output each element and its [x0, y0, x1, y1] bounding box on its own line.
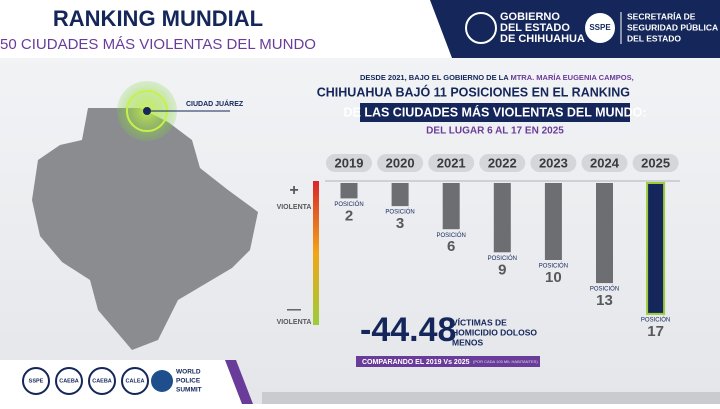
city-dot — [143, 107, 151, 115]
sspe-emblem — [585, 13, 615, 43]
bar — [544, 183, 562, 260]
secretariat: SECRETARÍA DE — [627, 11, 696, 21]
year-pill — [581, 154, 628, 172]
stat-label: MENOS — [452, 337, 484, 347]
year-pill — [377, 154, 424, 172]
year-label: 2023 — [539, 155, 568, 170]
header-panel — [0, 0, 452, 58]
position-value: 10 — [545, 269, 562, 286]
bar — [646, 182, 666, 315]
year-label: 2019 — [335, 155, 364, 170]
year-label: 2020 — [386, 155, 415, 170]
city-label: CIUDAD JUÁREZ — [186, 99, 244, 108]
badge-label: SSPE — [29, 378, 44, 384]
badge — [88, 367, 116, 395]
bar — [596, 183, 613, 284]
footer-accent — [225, 360, 253, 404]
badge-label: CAEBA — [59, 378, 79, 384]
position-prefix: POSICIÓN — [385, 209, 414, 216]
footer-band — [262, 392, 720, 404]
gov-name: DEL ESTADO — [500, 22, 570, 34]
position-value: 13 — [596, 292, 613, 309]
position-value: 17 — [647, 323, 664, 340]
gov-name: GOBIERNO — [500, 11, 560, 23]
gov-emblem — [465, 12, 497, 44]
badge-label: CAEBA — [92, 378, 112, 384]
position-prefix: POSICIÓN — [539, 263, 568, 270]
year-pill — [479, 154, 526, 172]
scale-top: VIOLENTA — [277, 204, 312, 211]
bar — [493, 183, 511, 253]
badge — [22, 367, 50, 395]
year-pill — [326, 154, 372, 172]
heat-scale — [313, 181, 319, 325]
year-label: 2024 — [590, 155, 620, 170]
stat-label: HOMICIDIO DOLOSO — [452, 327, 537, 337]
year-label: 2022 — [488, 155, 517, 170]
stat-label: VÍCTIMAS DE — [452, 317, 507, 327]
scale-bottom: VIOLENTA — [277, 319, 312, 326]
bar — [340, 183, 358, 199]
compare-box — [356, 356, 540, 367]
badge — [55, 367, 83, 395]
scale-minus: — — [287, 301, 301, 317]
gov-name: DE CHIHUAHUA — [500, 33, 585, 45]
position-value: 6 — [447, 238, 455, 255]
headline-line: DEL LUGAR 6 AL 17 EN 2025 — [426, 126, 564, 137]
headline-line: CHIHUAHUA BAJÓ 11 POSICIONES EN EL RANKI… — [317, 84, 630, 99]
summit-label: WORLD — [176, 369, 201, 376]
headline-line: DE LAS CIUDADES MÁS VIOLENTAS DEL MUNDO: — [343, 104, 646, 119]
secretariat: DEL ESTADO — [627, 33, 681, 43]
badge — [121, 367, 149, 395]
secretariat: SEGURIDAD PÚBLICA — [627, 21, 718, 32]
year-label: 2025 — [641, 155, 670, 170]
compare-text: COMPARANDO EL 2019 Vs 2025 — [362, 359, 470, 366]
subtitle: 50 CIUDADES MÁS VIOLENTAS DEL MUNDO — [0, 36, 316, 53]
headline-box — [360, 103, 630, 122]
year-label: 2021 — [437, 155, 466, 170]
year-pill — [428, 154, 475, 172]
position-prefix: POSICIÓN — [334, 201, 363, 208]
scale-plus: + — [289, 182, 298, 199]
bar — [391, 183, 409, 207]
summit-label: SUMMIT — [176, 387, 202, 394]
position-prefix: POSICIÓN — [641, 316, 670, 323]
compare-note: (POR CADA 100 MIL HABITANTES) — [473, 359, 538, 364]
summit-label: POLICE — [176, 378, 201, 385]
position-value: 2 — [345, 207, 353, 224]
year-pill — [632, 154, 679, 172]
sspe-label: SSPE — [589, 23, 611, 32]
summit-logo — [151, 370, 173, 392]
headline-intro: DESDE 2021, BAJO EL GOBIERNO DE LA MTRA.… — [360, 73, 634, 82]
title: RANKING MUNDIAL — [53, 6, 263, 31]
position-prefix: POSICIÓN — [590, 286, 619, 293]
headline-intro-text: DESDE 2021, BAJO EL GOBIERNO DE LA — [360, 73, 509, 82]
position-prefix: POSICIÓN — [437, 232, 466, 239]
position-prefix: POSICIÓN — [488, 255, 517, 262]
position-value: 9 — [498, 261, 506, 278]
badge-label: CALEA — [126, 378, 145, 384]
year-pill — [530, 154, 577, 172]
position-value: 3 — [396, 215, 404, 232]
state-map — [32, 108, 258, 350]
header-logos-panel — [430, 0, 720, 58]
stat-value: -44.48 — [360, 311, 456, 349]
footer-badges: SSPE CAEBA CAEBA CALEA — [22, 367, 149, 395]
bar — [442, 183, 460, 230]
headline-name: MTRA. MARÍA EUGENIA CAMPOS, — [510, 73, 633, 82]
